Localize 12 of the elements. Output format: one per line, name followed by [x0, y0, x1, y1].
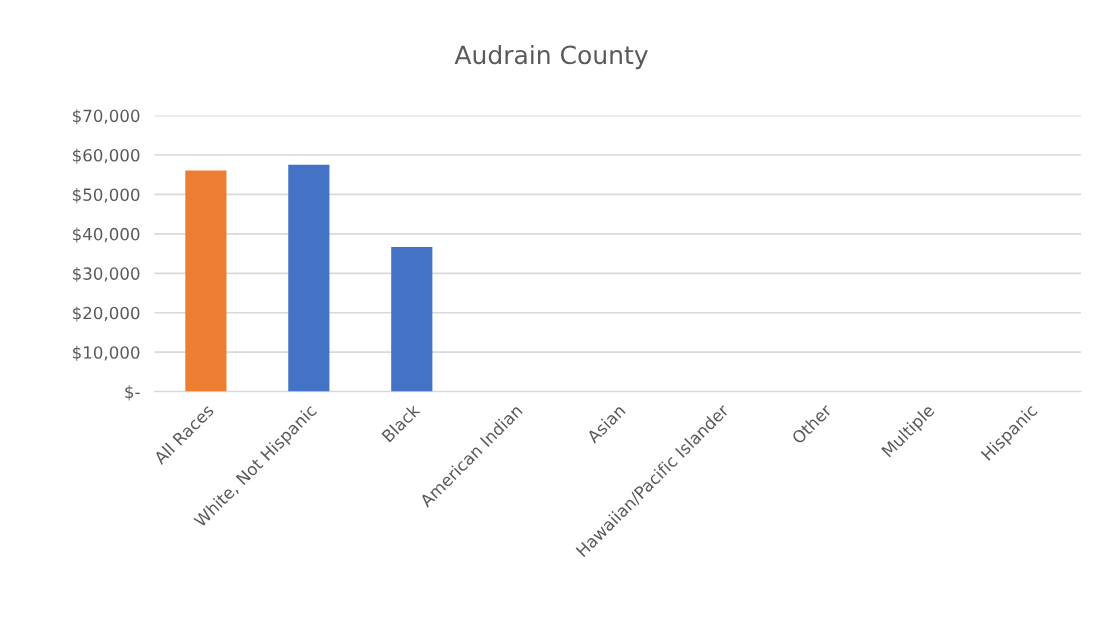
y-tick-label: $60,000 — [72, 148, 140, 164]
y-tick-label: $20,000 — [72, 306, 140, 322]
bar — [185, 170, 227, 392]
y-tick-label: $50,000 — [72, 188, 140, 204]
chart-title: Audrain County — [454, 44, 648, 70]
y-tick-label: $- — [125, 385, 140, 401]
y-tick-label: $10,000 — [72, 345, 140, 361]
bar — [288, 164, 330, 392]
y-tick-label: $70,000 — [72, 109, 140, 125]
y-tick-label: $40,000 — [72, 227, 140, 243]
y-tick-label: $30,000 — [72, 266, 140, 283]
bar — [391, 246, 433, 392]
